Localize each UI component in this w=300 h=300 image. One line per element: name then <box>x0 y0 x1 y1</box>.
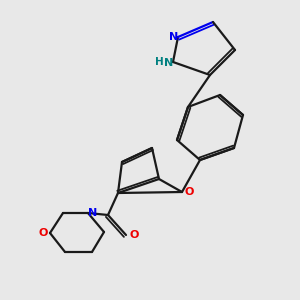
Text: O: O <box>38 228 48 238</box>
Text: N: N <box>88 208 98 218</box>
Text: O: O <box>129 230 139 240</box>
Text: O: O <box>184 187 194 197</box>
Text: N: N <box>169 32 178 42</box>
Text: N: N <box>164 58 174 68</box>
Text: H: H <box>154 57 164 67</box>
